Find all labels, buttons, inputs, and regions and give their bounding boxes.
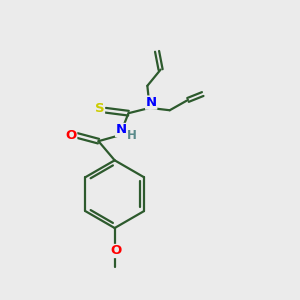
Text: S: S: [95, 102, 104, 115]
Text: H: H: [127, 129, 137, 142]
Text: N: N: [146, 96, 157, 109]
Text: N: N: [116, 124, 127, 136]
Text: O: O: [110, 244, 122, 257]
Text: O: O: [65, 129, 77, 142]
